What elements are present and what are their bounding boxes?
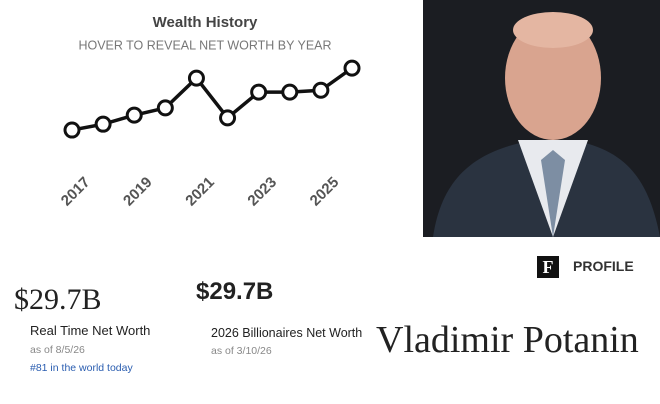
- forbes-logo: F: [537, 256, 559, 278]
- billionaires-value: $29.7B: [196, 278, 274, 305]
- rank-link[interactable]: #81 in the world today: [30, 362, 133, 374]
- x-tick-label: 2023: [244, 174, 280, 210]
- x-tick-label: 2019: [120, 174, 156, 210]
- profile-label: PROFILE: [573, 258, 634, 274]
- billionaires-date: as of 3/10/26: [211, 345, 272, 357]
- x-tick-label: 2021: [182, 174, 218, 210]
- point: [125, 106, 143, 124]
- billionaires-label: 2026 Billionaires Net Worth: [211, 326, 363, 340]
- line: [71, 66, 354, 132]
- point: [312, 81, 330, 99]
- chart-subtitle: HOVER TO REVEAL NET WORTH BY YEAR: [78, 38, 331, 52]
- point: [281, 83, 299, 101]
- wealth-chart: Wealth History HOVER TO REVEAL NET WORTH…: [58, 14, 361, 210]
- point: [219, 109, 237, 127]
- point: [343, 59, 361, 77]
- real-time-label: Real Time Net Worth: [30, 323, 151, 338]
- point: [63, 121, 81, 139]
- profile-photo: [423, 0, 660, 237]
- point: [187, 69, 205, 87]
- point: [94, 115, 112, 133]
- person-name: Vladimir Potanin: [376, 319, 639, 361]
- x-tick-label: 2025: [307, 174, 343, 210]
- point: [250, 83, 268, 101]
- point: [156, 99, 174, 117]
- x-tick-label: 2017: [58, 174, 94, 210]
- real-time-date: as of 8/5/26: [30, 344, 85, 356]
- chart-title: Wealth History: [153, 14, 258, 31]
- real-time-value: $29.7B: [14, 283, 102, 316]
